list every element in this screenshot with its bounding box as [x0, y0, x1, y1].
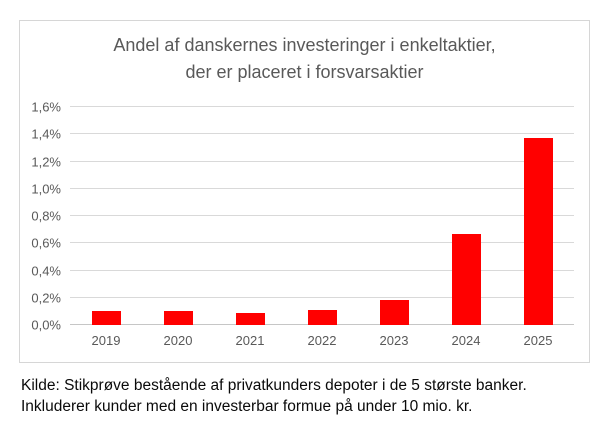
- bar-2020: [163, 311, 193, 325]
- plot-area: [70, 106, 574, 325]
- gridline: [70, 269, 574, 271]
- x-tick-label-2022: 2022: [307, 333, 337, 348]
- x-tick-label-2019: 2019: [91, 333, 121, 348]
- y-tick-label: 0,6%: [31, 235, 61, 251]
- bar-slot-2023: [358, 107, 430, 325]
- source-caption: Kilde: Stikprøve bestående af privatkund…: [21, 375, 586, 417]
- caption-line1: Kilde: Stikprøve bestående af privatkund…: [21, 377, 527, 394]
- x-tick-label-2025: 2025: [523, 333, 553, 348]
- gridline: [70, 215, 574, 216]
- y-tick-label: 0,8%: [31, 208, 61, 224]
- gridline: [70, 187, 574, 189]
- gridline: [70, 133, 574, 135]
- y-tick-label: 1,4%: [31, 126, 61, 142]
- y-tick-label: 1,0%: [31, 181, 61, 197]
- bar-2022: [307, 310, 337, 325]
- y-tick-label: 0,4%: [31, 263, 61, 278]
- gridline: [70, 242, 574, 244]
- x-axis: 2019 2020 2021 2022 2023 2024 2025: [70, 333, 574, 348]
- gridline: [70, 106, 574, 107]
- bar-slot-2019: [70, 107, 142, 325]
- y-tick-label: 1,6%: [31, 99, 61, 115]
- bar-slot-2021: [214, 107, 286, 325]
- y-tick-label: 0,0%: [31, 317, 61, 333]
- x-tick-label-2020: 2020: [163, 333, 193, 348]
- y-tick-label: 0,2%: [31, 290, 61, 306]
- chart-container: Andel af danskernes investeringer i enke…: [19, 20, 590, 363]
- bar-slot-2022: [286, 107, 358, 325]
- bar-slot-2025: [502, 107, 574, 325]
- bar-2019: [91, 311, 121, 325]
- bar-slot-2020: [142, 107, 214, 325]
- caption-line2: Inkluderer kunder med en investerbar for…: [21, 398, 473, 415]
- y-tick-label: 1,2%: [31, 154, 61, 169]
- bar-slot-2024: [430, 107, 502, 325]
- chart-title-line1: Andel af danskernes investeringer i enke…: [113, 35, 496, 55]
- bar-2023: [379, 300, 409, 325]
- chart-title: Andel af danskernes investeringer i enke…: [20, 32, 589, 86]
- gridline: [70, 160, 574, 162]
- bar-2024: [451, 233, 481, 325]
- y-axis: 0,0% 0,2% 0,4% 0,6% 0,8% 1,0% 1,2% 1,4% 1,6%: [20, 101, 61, 332]
- gridline: [70, 296, 574, 298]
- bars-group: [70, 107, 574, 325]
- bar-2021: [235, 312, 265, 325]
- x-tick-label-2024: 2024: [451, 333, 481, 348]
- x-tick-label-2023: 2023: [379, 333, 409, 348]
- bar-2025: [523, 138, 553, 325]
- chart-title-line2: der er placeret i forsvarsaktier: [185, 62, 424, 82]
- x-tick-label-2021: 2021: [235, 333, 265, 348]
